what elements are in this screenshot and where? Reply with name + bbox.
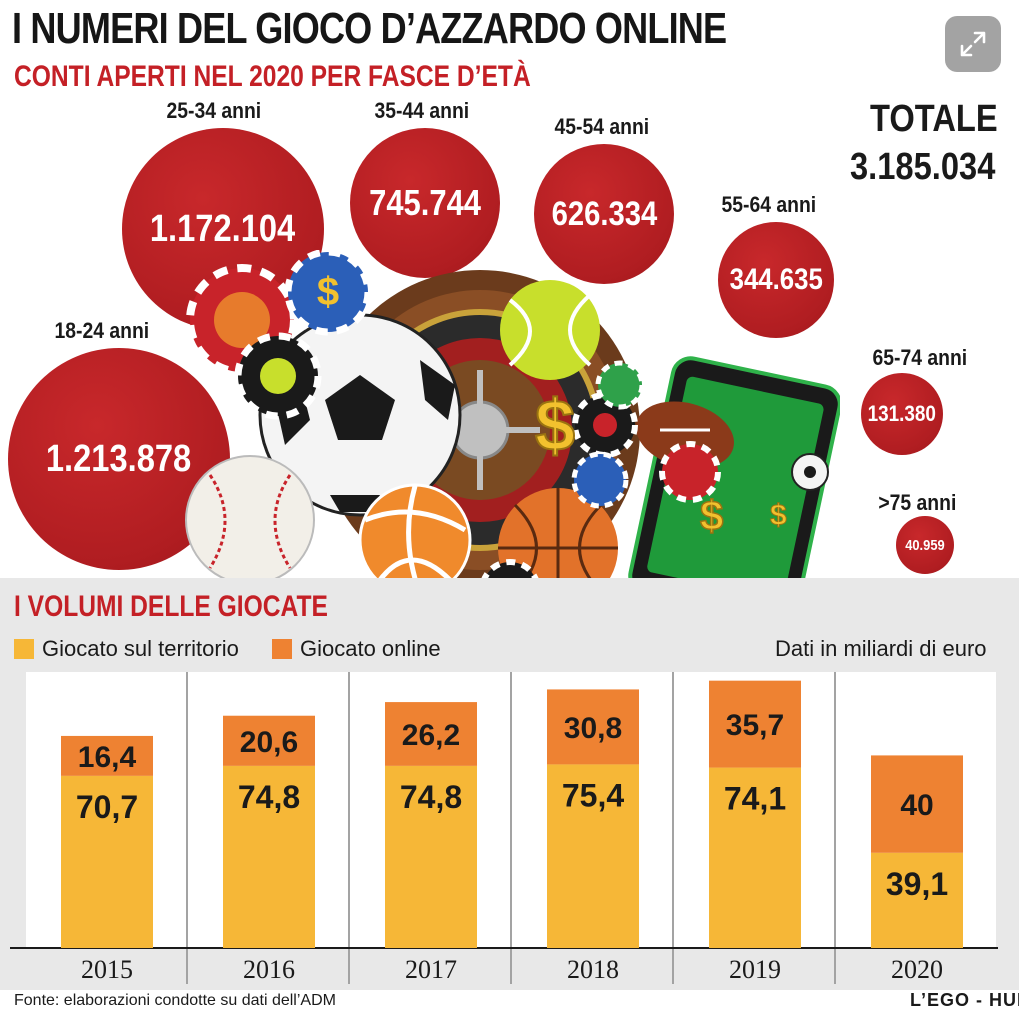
data-label-territorio-2015: 70,7 bbox=[76, 789, 138, 825]
age-label-45-54: 45-54 anni bbox=[554, 114, 650, 139]
x-tick-label-2016: 2016 bbox=[243, 955, 295, 984]
age-label-25-34: 25-34 anni bbox=[166, 98, 262, 123]
bar-online-2015 bbox=[61, 735, 153, 776]
baseball-icon bbox=[185, 455, 315, 585]
american-football-icon bbox=[635, 401, 735, 469]
svg-text:$: $ bbox=[535, 386, 575, 466]
volumes-bar-chart: 70,7 16,4 2015 74,8 20,6 2016 74,8 26,2 2017 75,4… bbox=[10, 672, 998, 984]
expand-icon bbox=[960, 31, 986, 57]
data-label-online-2019: 35,7 bbox=[726, 709, 784, 742]
bubble-value-35-44: 745.744 bbox=[369, 182, 481, 223]
x-tick-label-2017: 2017 bbox=[405, 955, 457, 984]
svg-text:$: $ bbox=[700, 492, 723, 539]
x-tick-label-2015: 2015 bbox=[81, 955, 133, 984]
infographic-title: I NUMERI DEL GIOCO D’AZZARDO ONLINE bbox=[12, 4, 727, 53]
age-label-35-44: 35-44 anni bbox=[374, 98, 470, 123]
infographic-subtitle: CONTI APERTI NEL 2020 PER FASCE D’ETÀ bbox=[14, 60, 531, 93]
legend-swatch-territorio bbox=[14, 639, 34, 659]
casino-chip-icon: $ bbox=[284, 250, 372, 336]
data-label-territorio-2018: 75,4 bbox=[562, 777, 624, 813]
legend-label-territorio: Giocato sul territorio bbox=[42, 636, 239, 661]
data-label-online-2016: 20,6 bbox=[240, 726, 298, 759]
svg-text:$: $ bbox=[317, 270, 339, 314]
casino-chip-icon bbox=[234, 332, 322, 420]
bar-territorio-2019 bbox=[709, 767, 801, 948]
dollar-sign-icon: $ bbox=[699, 491, 724, 540]
age-label-over-75: >75 anni bbox=[878, 490, 957, 515]
data-label-online-2015: 16,4 bbox=[78, 741, 137, 774]
data-label-territorio-2019: 74,1 bbox=[724, 781, 786, 817]
age-label-18-24: 18-24 anni bbox=[54, 318, 150, 343]
age-label-65-74: 65-74 anni bbox=[872, 345, 968, 370]
bar-online-2016 bbox=[223, 715, 315, 766]
data-label-online-2017: 26,2 bbox=[402, 719, 460, 752]
data-label-territorio-2017: 74,8 bbox=[400, 779, 462, 815]
tennis-ball-icon bbox=[500, 280, 600, 380]
bubble-value-over-75: 40.959 bbox=[905, 536, 945, 554]
data-label-territorio-2020: 39,1 bbox=[886, 866, 948, 902]
bar-territorio-2017 bbox=[385, 765, 477, 948]
casino-chip-icon bbox=[659, 441, 721, 503]
x-tick-label-2019: 2019 bbox=[729, 955, 781, 984]
bubble-value-25-34: 1.172.104 bbox=[150, 207, 296, 250]
age-label-55-64: 55-64 anni bbox=[721, 192, 817, 217]
data-label-territorio-2016: 74,8 bbox=[238, 779, 300, 815]
gambling-illustration: $ $ $ $ bbox=[185, 250, 840, 620]
unit-note: Dati in miliardi di euro bbox=[775, 636, 987, 661]
bar-territorio-2016 bbox=[223, 765, 315, 948]
svg-text:$: $ bbox=[770, 499, 787, 532]
bar-online-2018 bbox=[547, 689, 639, 765]
brand-logo: L’EGO - HUB bbox=[910, 990, 1019, 1010]
x-tick-label-2020: 2020 bbox=[891, 955, 943, 984]
casino-chip-icon bbox=[572, 392, 638, 458]
bar-territorio-2020 bbox=[871, 852, 963, 948]
bar-territorio-2018 bbox=[547, 764, 639, 948]
bubble-45-54: 626.334 bbox=[534, 144, 674, 284]
bubble-35-44: 745.744 bbox=[350, 128, 500, 278]
bar-online-2019 bbox=[709, 680, 801, 768]
legend-label-online: Giocato online bbox=[300, 636, 441, 661]
dollar-sign-icon: $ bbox=[534, 385, 576, 467]
total-value: 3.185.034 bbox=[850, 146, 996, 188]
bubble-value-65-74: 131.380 bbox=[867, 401, 937, 426]
bubble-65-74: 131.380 bbox=[861, 373, 943, 455]
data-label-online-2018: 30,8 bbox=[564, 712, 622, 745]
total-label: TOTALE bbox=[870, 98, 998, 140]
casino-chip-icon bbox=[571, 451, 629, 509]
data-label-online-2020: 40 bbox=[900, 789, 933, 822]
x-tick-label-2018: 2018 bbox=[567, 955, 619, 984]
dollar-sign-icon: $ bbox=[770, 499, 788, 533]
bar-online-2020 bbox=[871, 755, 963, 853]
bubble-value-18-24: 1.213.878 bbox=[46, 437, 192, 480]
bubble-value-45-54: 626.334 bbox=[551, 194, 657, 233]
bar-online-2017 bbox=[385, 702, 477, 766]
small-soccer-ball-icon bbox=[791, 453, 829, 491]
casino-chip-icon bbox=[595, 360, 645, 410]
bar-territorio-2015 bbox=[61, 775, 153, 948]
legend-item-online: Giocato online bbox=[272, 636, 441, 662]
bubble-over-75: 40.959 bbox=[896, 516, 954, 574]
source-note: Fonte: elaborazioni condotte su dati del… bbox=[14, 992, 336, 1009]
legend-swatch-online bbox=[272, 639, 292, 659]
volumes-title: I VOLUMI DELLE GIOCATE bbox=[14, 590, 328, 623]
bubble-55-64: 344.635 bbox=[718, 222, 834, 338]
bubble-value-55-64: 344.635 bbox=[729, 263, 823, 296]
legend-item-territorio: Giocato sul territorio bbox=[14, 636, 239, 662]
expand-button[interactable] bbox=[945, 16, 1001, 72]
